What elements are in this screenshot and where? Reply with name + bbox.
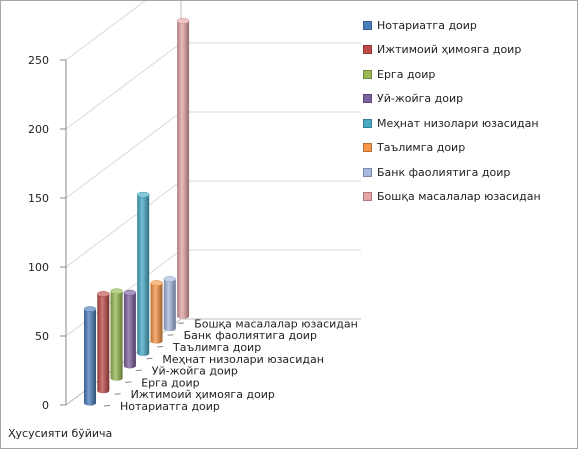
- legend-label: Нотариатга доир: [377, 18, 477, 32]
- depth-axis-label: Ерга доир: [141, 376, 199, 389]
- legend-swatch: [363, 20, 372, 30]
- legend-item: Уй-жойга доир: [363, 91, 463, 107]
- legend-swatch: [363, 118, 372, 128]
- grid-line: [65, 0, 148, 61]
- y-tick-label: 150: [28, 192, 49, 205]
- bar: [123, 289, 137, 369]
- bar: [163, 276, 177, 332]
- depth-axis-label: Бошқа масалалар юзасидан: [194, 317, 358, 330]
- legend-item: Таълимга доир: [363, 140, 465, 156]
- y-tick-label: 100: [28, 261, 49, 274]
- legend-swatch: [363, 69, 372, 79]
- depth-tick: [178, 322, 185, 324]
- depth-tick: [146, 357, 153, 360]
- bars: [83, 18, 190, 406]
- legend-swatch: [363, 45, 372, 54]
- legend-label: Уй-жойга доир: [377, 92, 464, 105]
- bar: [83, 306, 97, 406]
- grid-line: [65, 111, 381, 199]
- depth-axis-label: Нотариатга доир: [120, 400, 220, 413]
- legend-label: Банк фаолиятига доир: [377, 165, 511, 179]
- legend-swatch: [363, 94, 372, 103]
- legend-item: Меҳнат низолари юзасидан: [363, 115, 539, 131]
- legend-swatch: [363, 143, 372, 152]
- bar: [110, 288, 123, 381]
- legend-label: Таълимга доир: [377, 141, 466, 154]
- bar: [136, 191, 150, 356]
- depth-axis-label: Уй-жойга доир: [152, 365, 238, 378]
- depth-tick: [167, 334, 174, 336]
- depth-axis-label: Банк фаолиятига доир: [184, 329, 317, 342]
- legend-swatch: [363, 167, 372, 177]
- legend-item: Нотариатга доир: [363, 17, 477, 33]
- bar: [97, 291, 110, 394]
- depth-axis-label: Ижтимоий ҳимояга доир: [131, 388, 275, 401]
- legend-item: Ижтимоий ҳимояга доир: [363, 42, 521, 58]
- grid-line: [65, 180, 381, 268]
- legend-swatch: [363, 192, 372, 201]
- chart-plot: 0 50 100 150 200 250 Нотариатга доирИжтимоий …: [8, 0, 381, 440]
- y-tick-label: 200: [28, 123, 49, 136]
- y-tick-label: 50: [35, 330, 49, 343]
- legend-label: Ерга доир: [377, 67, 436, 81]
- y-tick-label: 0: [42, 399, 49, 412]
- legend-item: Банк фаолиятига доир: [363, 164, 510, 180]
- legend-item: Ерга доир: [363, 66, 435, 82]
- legend-label: Бошқа масалалар юзасидан: [377, 190, 541, 203]
- depth-tick: [135, 369, 142, 372]
- legend-label: Ижтимоий ҳимояга доир: [377, 43, 522, 56]
- depth-axis-label: Меҳнат низолари юзасидан: [162, 353, 324, 366]
- x-category-label: Ҳусусияти бўйича: [8, 427, 112, 440]
- bar: [176, 18, 190, 319]
- bar: [150, 280, 163, 344]
- legend-item: Бошқа масалалар юзасидан: [363, 189, 541, 205]
- depth-tick: [103, 405, 111, 407]
- y-tick-labels: 0 50 100 150 200 250: [28, 54, 49, 412]
- depth-tick: [156, 346, 164, 348]
- y-tick-label: 250: [28, 54, 49, 67]
- depth-tick: [114, 393, 121, 395]
- legend-label: Меҳнат низолари юзасидан: [377, 116, 539, 130]
- grid-line: [65, 42, 381, 130]
- depth-axis-label: Таълимга доир: [172, 341, 261, 354]
- depth-tick: [125, 381, 132, 383]
